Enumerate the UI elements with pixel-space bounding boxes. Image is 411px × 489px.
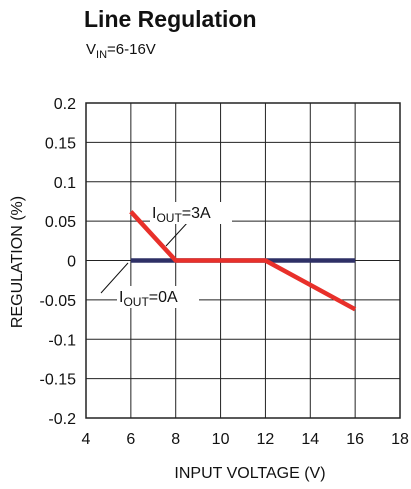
x-tick-label: 4 [82,431,91,448]
series-0a-leader [100,262,129,294]
x-tick-label: 8 [171,431,180,448]
series-iout-0a-label-sub: OUT [123,295,149,309]
series-3a-leader [165,221,189,247]
y-axis-label: REGULATION (%) [9,196,26,328]
y-tick-label: 0.2 [54,96,76,113]
series-iout-3a-label-sub: OUT [156,211,182,225]
y-tick-label: -0.1 [48,332,76,349]
series-iout-3a-label-main: I [152,205,156,222]
subtitle-main: V [86,41,96,58]
x-tick-label: 16 [346,431,364,448]
chart-subtitle: VIN=6-16V [86,41,156,61]
series-iout-0a-label: IOUT=0A [119,289,178,309]
y-tick-label: -0.05 [40,293,77,310]
y-tick-label: -0.2 [48,411,76,428]
series-iout-3a-label: IOUT=3A [152,205,211,225]
x-tick-label: 14 [301,431,319,448]
series-iout-3a-line [129,210,357,312]
y-tick-label: 0.1 [54,175,76,192]
y-tick-label: 0.05 [45,214,76,231]
chart-title: Line Regulation [84,6,257,32]
y-tick-label: 0 [67,254,76,271]
x-tick-label: 10 [212,431,230,448]
series-iout-3a-label-bg [150,202,232,224]
x-tick-label: 6 [126,431,135,448]
x-tick-label: 12 [257,431,275,448]
tick-labels: 4 6 8 10 12 14 16 18 0.2 0.15 0.1 0.05 0 -0.05 -0.1 -0.… [40,96,409,448]
x-tick-label: 18 [391,431,409,448]
series-iout-0a-label-bg [117,286,199,308]
series-iout-0a-label-main: I [119,289,123,306]
plot-frame [85,102,401,419]
y-tick-label: -0.15 [40,372,77,389]
y-tick-label: 0.15 [45,135,76,152]
subtitle-rest: =6-16V [107,41,156,58]
series-layer [129,210,357,312]
series-iout-0a-label-rest: =0A [149,289,178,306]
subtitle-subscript: IN [96,49,107,61]
series-iout-3a-label-rest: =3A [182,205,211,222]
x-axis-label: INPUT VOLTAGE (V) [174,465,325,482]
